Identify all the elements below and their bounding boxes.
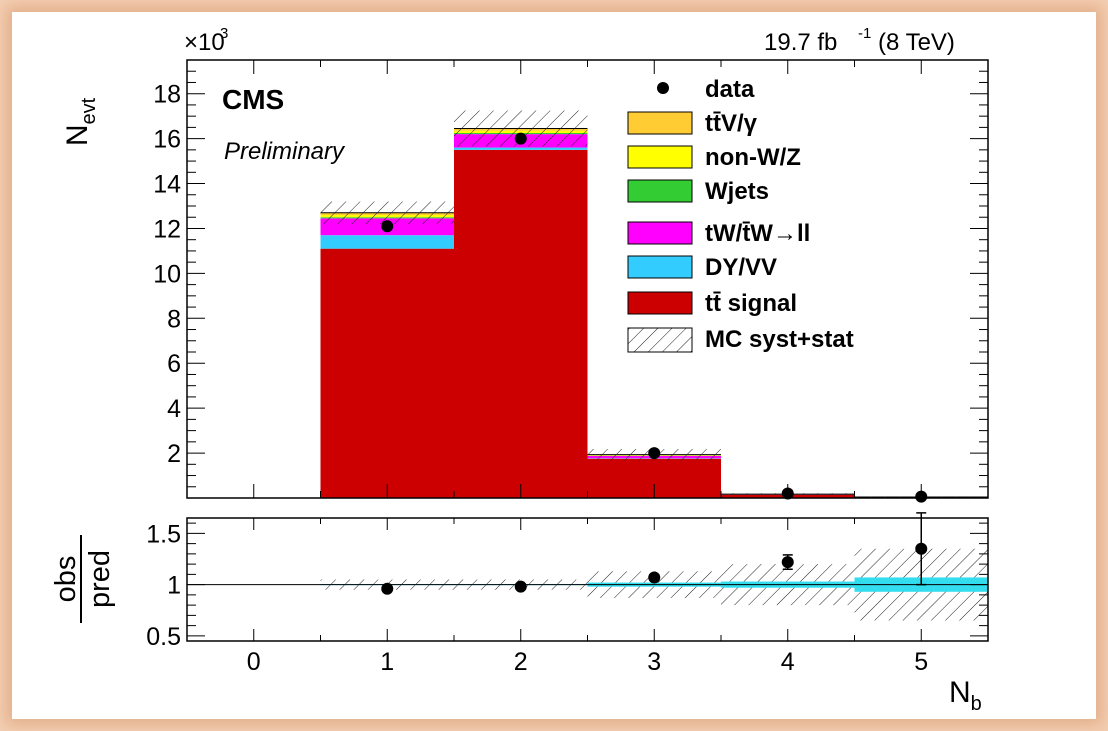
legend-ttsignal-label: tt̄ signal [705,290,797,317]
xtick-label: 1 [380,648,394,676]
ratio-point-3 [781,556,794,569]
legend-dyvv-label: DY/VV [705,254,777,281]
ratio-axis-title: obs pred [50,535,116,623]
svg-text:3: 3 [220,25,228,42]
legend-ttsignal-swatch [627,291,693,315]
experiment-label: CMS [222,84,284,115]
ratio-x-ticks: 0 1 2 3 4 5 [247,518,928,676]
ratio-ytick-label: 1.5 [146,520,181,548]
main-ytick-label: 16 [153,126,181,154]
legend-wjets-label: Wjets [705,178,769,205]
legend-nonwz-label: non-W/Z [705,144,801,171]
main-ytick-label: 14 [153,171,181,199]
main-ytick-label: 6 [167,350,181,378]
main-x-ticks [253,60,922,498]
data-point-1 [514,132,527,145]
ratio-point-4 [915,542,928,555]
svg-text:19.7 fb: 19.7 fb [764,29,837,56]
figure-frame: ×10 3 19.7 fb -1 (8 TeV) Nevt obs pred N… [12,12,1096,719]
xtick-label: 5 [914,648,928,676]
data-point-2 [648,447,661,460]
legend-ttv-swatch [627,111,693,135]
ratio-ytick-label: 1 [167,572,181,600]
xtick-label: 3 [647,648,661,676]
x-axis-title: Nb [949,676,982,715]
legend-data-label: data [705,76,755,103]
y-multiplier: ×10 3 [184,25,228,56]
ratio-points [381,512,928,595]
legend: data tt̄V/γ non-W/Z Wjets tW/t̄W→ll DY/V… [627,76,854,353]
svg-text:(8 TeV): (8 TeV) [878,29,955,56]
cms-nb-figure: ×10 3 19.7 fb -1 (8 TeV) Nevt obs pred N… [50,25,989,715]
legend-nonwz-swatch [627,145,693,169]
xtick-label: 0 [247,648,261,676]
bar-1-bin-1 [320,235,454,249]
xtick-label: 4 [781,648,795,676]
y-axis-title: Nevt [61,97,100,146]
legend-tw-label: tW/t̄W→ll [705,220,810,247]
svg-text:×10: ×10 [184,29,225,56]
ratio-point-1 [514,580,527,593]
bar-0-bin-1 [320,248,454,498]
mc-band-bin-1 [320,201,454,224]
bar-0-bin-2 [454,149,588,498]
svg-text:-1: -1 [858,25,871,42]
legend-mcband-swatch [627,327,693,353]
ratio-panel: 0.5 1 1.5 0 1 2 3 4 5 [146,512,989,676]
ratio-y-ticks: 0.5 1 1.5 [146,520,988,651]
legend-dyvv-swatch [627,255,693,279]
svg-text:Nevt: Nevt [61,97,100,146]
legend-data-marker [657,82,669,94]
lumi-label: 19.7 fb -1 (8 TeV) [764,25,955,56]
main-y-ticks: 2 4 6 8 10 12 14 16 18 [153,70,988,488]
ratio-point-2 [648,571,661,584]
ratio-point-0 [381,582,394,595]
legend-tw-swatch [627,221,693,245]
legend-wjets-swatch [627,179,693,203]
bar-1-bin-2 [454,147,588,150]
main-ytick-label: 4 [167,395,181,423]
main-ytick-label: 8 [167,305,181,333]
main-ytick-label: 12 [153,215,181,243]
status-label: Preliminary [224,138,346,165]
xtick-label: 2 [514,648,528,676]
main-ytick-label: 2 [167,440,181,468]
data-point-0 [381,220,394,233]
main-ytick-label: 18 [153,81,181,109]
svg-text:obs: obs [50,556,82,603]
svg-text:Nb: Nb [949,676,982,715]
main-ytick-label: 10 [153,260,181,288]
legend-ttv-label: tt̄V/γ [705,110,758,137]
main-panel: 2 4 6 8 10 12 14 16 18 CMS Preliminary data tt̄V… [153,59,989,503]
legend-mcband-label: MC syst+stat [705,326,854,353]
ratio-ytick-label: 0.5 [146,623,181,651]
svg-text:pred: pred [84,550,116,608]
